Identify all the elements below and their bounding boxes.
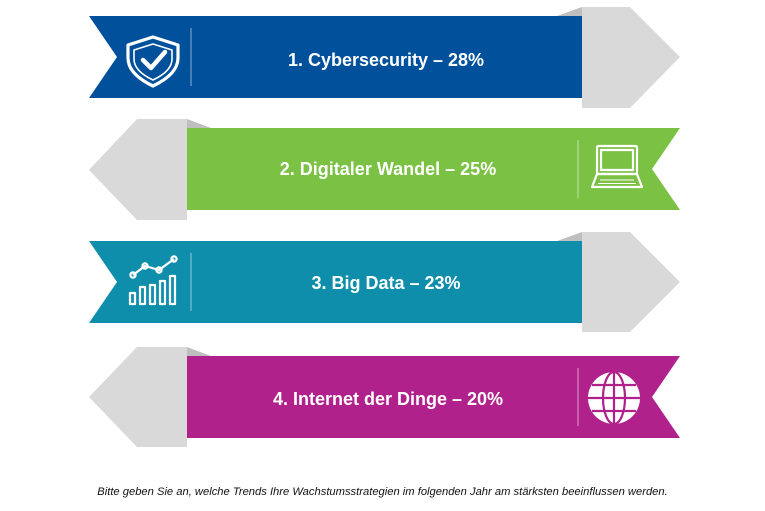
fold-shadow-3	[557, 232, 582, 241]
grey-arrow-3	[582, 232, 680, 332]
banner-2	[187, 128, 680, 210]
fold-shadow-2	[187, 119, 211, 128]
grey-arrow-4	[89, 347, 187, 447]
banner-3	[89, 241, 582, 323]
banner-row-3: 3. Big Data – 23%	[89, 232, 680, 332]
footnote: Bitte geben Sie an, welche Trends Ihre W…	[97, 486, 668, 498]
banner-label-3: 3. Big Data – 23%	[311, 273, 460, 293]
laptop-icon	[590, 144, 644, 189]
banner-label-4: 4. Internet der Dinge – 20%	[273, 389, 503, 409]
banner-4	[187, 356, 680, 438]
growth-chart-icon	[128, 255, 178, 306]
banner-label-2: 2. Digitaler Wandel – 25%	[280, 159, 496, 179]
globe-icon	[588, 370, 640, 426]
banner-label-1: 1. Cybersecurity – 28%	[288, 50, 484, 70]
grey-arrow-1	[582, 7, 680, 108]
banner-row-4: 4. Internet der Dinge – 20%	[89, 347, 680, 447]
banner-1	[89, 16, 582, 98]
banner-row-2: 2. Digitaler Wandel – 25%	[89, 119, 680, 220]
fold-shadow-1	[557, 7, 582, 16]
banner-row-1: 1. Cybersecurity – 28%	[89, 7, 680, 108]
grey-arrow-2	[89, 119, 187, 220]
fold-shadow-4	[187, 347, 211, 356]
shield-check-icon	[126, 35, 180, 88]
